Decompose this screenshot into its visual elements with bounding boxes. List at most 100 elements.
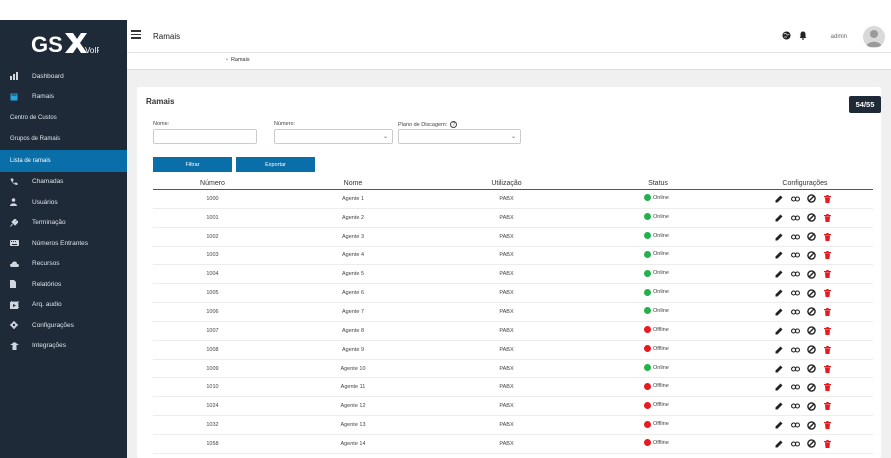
sidebar-item-grupos-de-ramais[interactable]: Grupos de Ramais: [0, 129, 127, 151]
sidebar-item-label: Terminação: [32, 219, 66, 227]
bell-icon[interactable]: [799, 31, 807, 42]
link-icon[interactable]: [790, 439, 800, 448]
sidebar-item-numeros-entrantes[interactable]: Números Entrantes: [0, 233, 127, 254]
block-icon[interactable]: [806, 364, 816, 373]
trash-icon[interactable]: [823, 251, 832, 260]
edit-icon[interactable]: [775, 307, 784, 316]
edit-icon[interactable]: [775, 439, 784, 448]
trash-icon[interactable]: [823, 383, 832, 392]
col-nome[interactable]: Nome: [343, 180, 363, 187]
link-icon[interactable]: [790, 194, 800, 203]
link-icon[interactable]: [790, 232, 800, 241]
link-icon[interactable]: [790, 326, 800, 335]
block-icon[interactable]: [806, 194, 816, 204]
cell-configuracoes: [737, 439, 873, 449]
block-icon[interactable]: [806, 213, 816, 223]
sidebar-item-relatorios[interactable]: Relatórios: [0, 274, 127, 295]
link-icon[interactable]: [790, 421, 800, 430]
trash-icon[interactable]: [823, 326, 832, 335]
cell-numero: 1000: [206, 195, 219, 202]
block-icon[interactable]: [806, 383, 816, 392]
trash-icon[interactable]: [823, 307, 832, 316]
help-icon[interactable]: ?: [450, 121, 458, 128]
trash-icon[interactable]: [823, 232, 832, 241]
sidebar-item-usuarios[interactable]: Usuários: [0, 192, 127, 213]
nome-input[interactable]: [153, 129, 257, 144]
breadcrumb-item[interactable]: Ramais: [230, 57, 250, 63]
sidebar-item-configuracoes[interactable]: Configurações: [0, 315, 127, 336]
edit-icon[interactable]: [775, 383, 784, 392]
avatar[interactable]: [863, 25, 885, 48]
edit-icon[interactable]: [775, 345, 784, 354]
trash-icon[interactable]: [823, 421, 832, 430]
exportar-button[interactable]: Exportar: [236, 157, 315, 172]
block-icon[interactable]: [806, 232, 816, 241]
trash-icon[interactable]: [823, 270, 832, 279]
link-icon[interactable]: [790, 251, 800, 260]
app-logo[interactable]: GS VoIP: [0, 20, 127, 66]
block-icon[interactable]: [806, 251, 816, 260]
block-icon[interactable]: [806, 345, 816, 354]
edit-icon[interactable]: [775, 194, 784, 203]
cell-configuracoes: [737, 232, 873, 241]
block-icon[interactable]: [806, 326, 816, 336]
trash-icon[interactable]: [823, 194, 832, 203]
edit-icon[interactable]: [775, 232, 784, 241]
edit-icon[interactable]: [775, 421, 784, 430]
trash-icon[interactable]: [823, 439, 832, 448]
block-icon[interactable]: [806, 288, 816, 298]
link-icon[interactable]: [790, 270, 800, 279]
col-utilizacao[interactable]: Utilização: [491, 180, 522, 187]
status-label: Offline: [653, 421, 669, 428]
block-icon[interactable]: [806, 439, 816, 449]
table-row: 1002 Agente 3 PABX Online: [153, 228, 873, 247]
sidebar-item-arq-audio[interactable]: Arq. audio: [0, 295, 127, 316]
link-icon[interactable]: [790, 307, 800, 316]
sidebar-item-label: Dashboard: [32, 72, 64, 80]
block-icon[interactable]: [806, 420, 816, 430]
block-icon[interactable]: [806, 401, 816, 411]
table-row: 1006 Agente 7 PABX Online: [153, 303, 873, 322]
sidebar-item-terminacao[interactable]: Terminação: [0, 213, 127, 234]
block-icon[interactable]: [806, 269, 816, 279]
col-numero[interactable]: Número: [200, 180, 225, 187]
edit-icon[interactable]: [775, 364, 784, 373]
globe-icon[interactable]: [782, 31, 791, 42]
edit-icon[interactable]: [775, 289, 784, 298]
filtrar-button[interactable]: Filtrar: [153, 157, 232, 172]
edit-icon[interactable]: [775, 213, 784, 222]
plano-select[interactable]: ⌄: [398, 129, 521, 144]
sidebar-item-dashboard[interactable]: Dashboard: [0, 66, 127, 87]
cell-configuracoes: [737, 383, 873, 392]
link-icon[interactable]: [790, 364, 800, 373]
link-icon[interactable]: [790, 345, 800, 354]
status-label: Online: [653, 364, 669, 371]
edit-icon[interactable]: [775, 251, 784, 260]
status-label: Online: [653, 232, 669, 239]
trash-icon[interactable]: [823, 402, 832, 411]
menu-toggle-icon[interactable]: [131, 30, 141, 41]
trash-icon[interactable]: [823, 345, 832, 354]
trash-icon[interactable]: [823, 364, 832, 373]
edit-icon[interactable]: [775, 326, 784, 335]
block-icon[interactable]: [806, 307, 816, 317]
col-status[interactable]: Status: [648, 180, 668, 187]
cell-utilizacao: PABX: [499, 327, 514, 334]
link-icon[interactable]: [790, 383, 800, 392]
sidebar-item-recursos[interactable]: Recursos: [0, 254, 127, 275]
trash-icon[interactable]: [823, 289, 832, 298]
sidebar-item-integracoes[interactable]: Integrações: [0, 336, 127, 357]
edit-icon[interactable]: [775, 402, 784, 411]
link-icon[interactable]: [790, 213, 800, 222]
edit-icon[interactable]: [775, 270, 784, 279]
sidebar-item-chamadas[interactable]: Chamadas: [0, 172, 127, 193]
link-icon[interactable]: [790, 402, 800, 411]
numero-select[interactable]: ⌄: [274, 129, 393, 144]
trash-icon[interactable]: [823, 213, 832, 222]
cell-utilizacao: PABX: [499, 271, 514, 278]
user-name[interactable]: admin: [830, 33, 847, 40]
sidebar-item-ramais[interactable]: Ramais: [0, 87, 127, 108]
sidebar-item-lista-de-ramais[interactable]: Lista de ramais: [0, 150, 127, 172]
link-icon[interactable]: [790, 289, 800, 298]
sidebar-item-centro-de-custos[interactable]: Centro de Custos: [0, 107, 127, 129]
